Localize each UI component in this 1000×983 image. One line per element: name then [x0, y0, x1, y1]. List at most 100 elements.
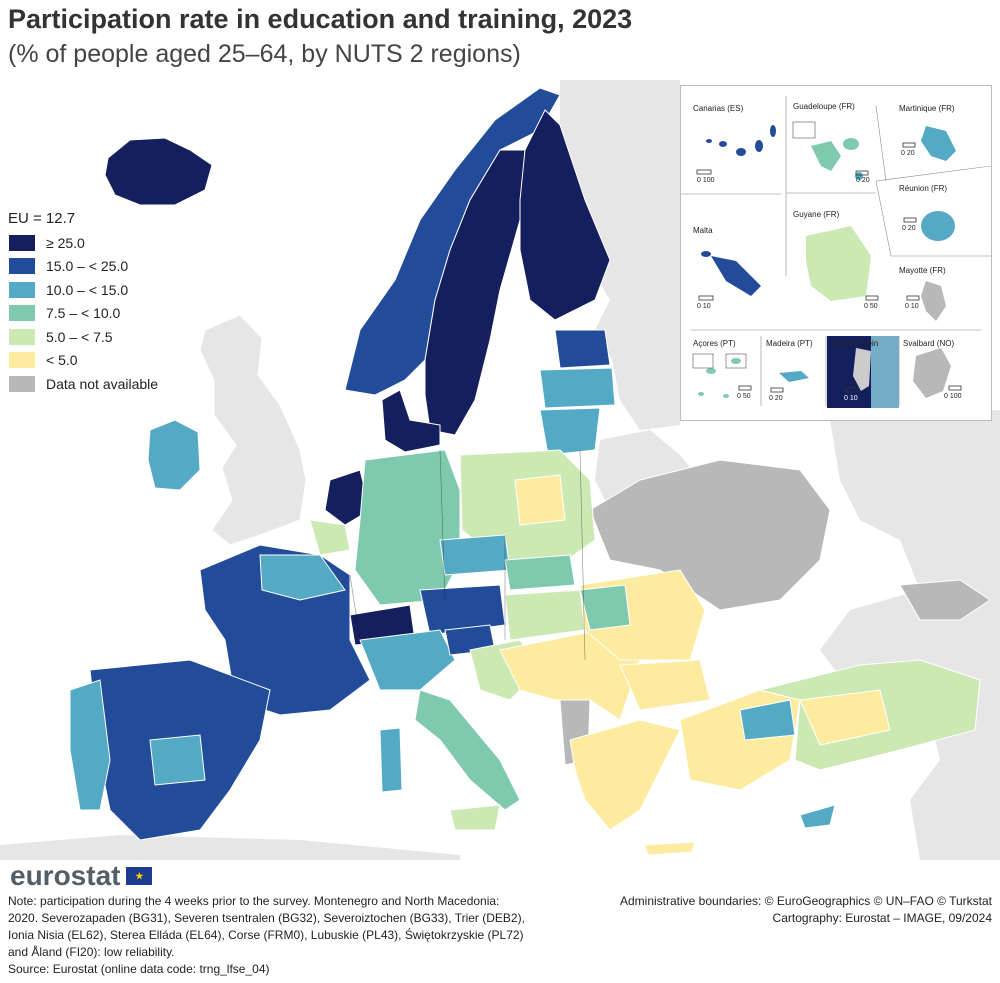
inset-dividers: [681, 96, 991, 408]
inset-label-martinique: Martinique (FR): [899, 104, 955, 113]
martinique-shape: [921, 126, 956, 161]
iceland: [104, 137, 213, 206]
legend-label: ≥ 25.0: [46, 234, 85, 251]
legend-item: 10.0 – < 15.0: [8, 278, 158, 302]
legend-eu-value: EU = 12.7: [8, 210, 76, 227]
inset-label-mayotte: Mayotte (FR): [899, 266, 946, 275]
legend-swatch: [8, 304, 36, 323]
africa-landmass: [0, 835, 460, 860]
legend-label: 15.0 – < 25.0: [46, 258, 129, 275]
greece: [569, 719, 681, 831]
legend-label: Data not available: [46, 375, 159, 392]
legend-label: 10.0 – < 15.0: [46, 281, 129, 298]
scale-mayotte: 0 10: [905, 303, 919, 310]
scale-madeira: 0 20: [769, 395, 783, 402]
legend-item: 15.0 – < 25.0: [8, 255, 158, 279]
italy-north: [359, 629, 456, 691]
belgium: [309, 519, 351, 556]
note-text: Note: participation during the 4 weeks p…: [8, 894, 525, 959]
liechtenstein-shape: [827, 336, 899, 408]
eu-flag-icon: ★: [126, 867, 153, 885]
map-legend: EU = 12.7 ≥ 25.0 15.0 – < 25.0 10.0 – < …: [8, 210, 158, 396]
denmark: [381, 389, 441, 453]
legend-label: 5.0 – < 7.5: [46, 328, 113, 345]
east-landmass: [820, 410, 1000, 860]
legend-item: 7.5 – < 10.0: [8, 302, 158, 326]
france-north: [259, 554, 346, 601]
map-title: Participation rate in education and trai…: [8, 4, 633, 34]
credits: Administrative boundaries: © EuroGeograp…: [620, 893, 992, 927]
region-no-data-east: [899, 579, 991, 621]
lithuania: [539, 407, 601, 456]
russia-landmass: [560, 80, 680, 430]
credits-cartography: Cartography: Eurostat – IMAGE, 09/2024: [772, 911, 992, 925]
sicily: [449, 804, 501, 831]
inset-label-guadeloupe: Guadeloupe (FR): [793, 102, 855, 111]
netherlands: [324, 469, 371, 526]
legend-swatch: [8, 233, 36, 252]
scale-malta: 0 10: [697, 303, 711, 310]
poland-central: [514, 474, 566, 526]
eurostat-logo: eurostat ★: [10, 860, 153, 892]
italy-south: [414, 689, 521, 811]
scale-guyane: 0 50: [864, 303, 878, 310]
legend-swatch: [8, 280, 36, 299]
scale-acores: 0 50: [737, 393, 751, 400]
acores-shape: [692, 353, 747, 398]
inset-label-madeira: Madeira (PT): [766, 339, 813, 348]
malta-shape: [701, 251, 761, 296]
legend-item: Data not available: [8, 372, 158, 396]
scale-svalbard: 0 100: [944, 393, 962, 400]
inset-label-reunion: Réunion (FR): [899, 184, 948, 193]
cyprus: [799, 804, 836, 829]
credits-boundaries: Administrative boundaries: © EuroGeograp…: [619, 894, 992, 908]
portugal: [69, 679, 111, 811]
bulgaria: [619, 659, 711, 711]
inset-label-guyane: Guyane (FR): [793, 210, 840, 219]
sardinia: [379, 727, 403, 793]
inset-label-acores: Açores (PT): [693, 339, 736, 348]
legend-label: 7.5 – < 10.0: [46, 305, 121, 322]
legend-item: ≥ 25.0: [8, 231, 158, 255]
crete: [644, 841, 696, 856]
country-borders: [349, 449, 586, 661]
turkey-regions: [799, 689, 891, 746]
scale-guadeloupe: 0 20: [856, 177, 870, 184]
legend-item: 5.0 – < 7.5: [8, 325, 158, 349]
source-text: Source: Eurostat (online data code: trng…: [8, 962, 270, 976]
scale-canarias: 0 100: [697, 177, 715, 184]
svalbard-shape: [913, 348, 951, 398]
turkey-blue: [739, 699, 796, 741]
logo-text: eurostat: [10, 860, 121, 891]
legend-swatch: [8, 327, 36, 346]
ireland: [147, 419, 201, 491]
latvia: [539, 367, 616, 409]
inset-label-malta: Malta: [693, 226, 713, 235]
canarias-shape: [706, 125, 776, 156]
scale-liechtenstein: 0 10: [844, 395, 858, 402]
legend-swatch: [8, 374, 36, 393]
region-no-data: [589, 459, 831, 611]
uk-landmass: [199, 314, 307, 546]
inset-label-svalbard: Svalbard (NO): [903, 339, 955, 348]
estonia: [554, 329, 611, 369]
spain-central: [149, 734, 206, 786]
finland: [519, 109, 611, 321]
inset-label-canarias: Canarias (ES): [693, 104, 744, 113]
scale-reunion: 0 20: [902, 225, 916, 232]
czechia: [439, 534, 511, 576]
mayotte-shape: [921, 281, 946, 321]
reunion-shape: [921, 211, 955, 241]
scale-martinique: 0 20: [901, 150, 915, 157]
guyane-shape: [806, 226, 871, 301]
legend-item: < 5.0: [8, 349, 158, 373]
guadeloupe-shape: [792, 121, 863, 180]
map-subtitle: (% of people aged 25–64, by NUTS 2 regio…: [8, 40, 521, 68]
slovakia: [504, 554, 576, 591]
romania-west: [579, 584, 631, 631]
madeira-shape: [779, 371, 809, 382]
footnote: Note: participation during the 4 weeks p…: [8, 893, 528, 978]
inset-label-liechtenstein: Liechtenstein: [831, 339, 879, 348]
legend-label: < 5.0: [46, 352, 78, 369]
legend-swatch: [8, 351, 36, 370]
